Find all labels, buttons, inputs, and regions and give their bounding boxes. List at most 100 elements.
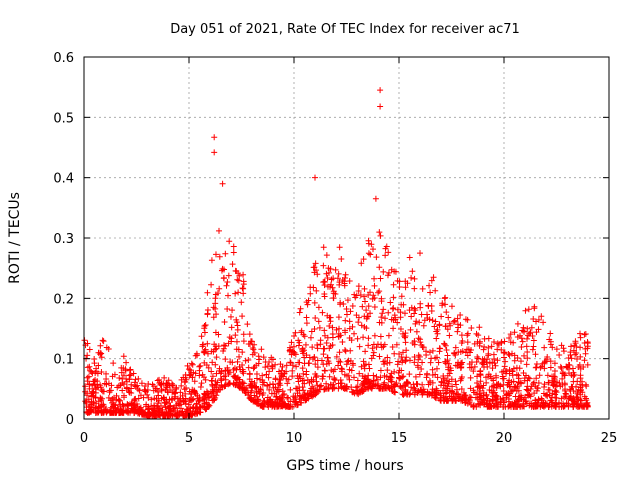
data-point bbox=[201, 390, 208, 397]
data-point bbox=[561, 394, 568, 401]
data-point bbox=[485, 344, 492, 351]
data-point bbox=[342, 271, 349, 278]
data-point bbox=[398, 353, 405, 360]
data-point bbox=[370, 372, 377, 379]
data-point bbox=[253, 388, 260, 395]
data-point bbox=[314, 382, 321, 389]
data-point bbox=[214, 290, 221, 297]
data-point bbox=[335, 362, 342, 369]
data-point bbox=[108, 382, 115, 389]
data-point bbox=[332, 266, 339, 273]
data-point bbox=[375, 289, 382, 296]
data-point bbox=[324, 275, 331, 282]
data-point bbox=[128, 390, 135, 397]
data-point bbox=[235, 289, 242, 296]
data-point bbox=[522, 307, 529, 314]
data-point bbox=[536, 372, 543, 379]
data-point bbox=[301, 333, 308, 340]
data-point bbox=[262, 364, 269, 371]
data-point bbox=[387, 299, 394, 306]
data-point bbox=[377, 103, 384, 110]
data-point bbox=[342, 348, 349, 355]
data-point bbox=[574, 356, 581, 363]
data-point bbox=[246, 394, 253, 401]
data-point bbox=[443, 309, 450, 316]
data-point bbox=[335, 270, 342, 277]
data-point bbox=[549, 373, 556, 380]
data-point bbox=[386, 359, 393, 366]
data-point bbox=[266, 368, 273, 375]
data-point bbox=[264, 382, 271, 389]
data-point bbox=[525, 387, 532, 394]
data-point bbox=[507, 331, 514, 338]
data-point bbox=[347, 347, 354, 354]
data-point bbox=[506, 335, 513, 342]
data-point bbox=[336, 349, 343, 356]
data-point bbox=[313, 372, 320, 379]
data-point bbox=[93, 400, 100, 407]
data-point bbox=[222, 382, 229, 389]
data-point bbox=[82, 383, 89, 390]
data-point bbox=[577, 353, 584, 360]
data-point bbox=[218, 375, 225, 382]
data-point bbox=[150, 387, 157, 394]
data-point bbox=[272, 396, 279, 403]
data-point bbox=[490, 351, 497, 358]
data-point bbox=[215, 343, 222, 350]
data-point bbox=[530, 343, 537, 350]
data-point bbox=[377, 367, 384, 374]
data-point bbox=[412, 373, 419, 380]
data-point bbox=[384, 354, 391, 361]
data-point bbox=[377, 333, 384, 340]
data-point bbox=[380, 306, 387, 313]
data-point bbox=[488, 343, 495, 350]
data-point bbox=[397, 309, 404, 316]
data-point bbox=[445, 360, 452, 367]
data-point bbox=[327, 265, 334, 272]
data-point bbox=[203, 362, 210, 369]
data-point bbox=[192, 352, 199, 359]
data-point bbox=[113, 409, 120, 416]
data-point bbox=[212, 300, 219, 307]
data-point bbox=[325, 358, 332, 365]
data-point bbox=[141, 386, 148, 393]
data-point bbox=[180, 412, 187, 419]
data-point bbox=[208, 377, 215, 384]
data-point bbox=[156, 376, 163, 383]
data-point bbox=[529, 346, 536, 353]
data-point bbox=[516, 365, 523, 372]
data-point bbox=[239, 349, 246, 356]
data-point bbox=[323, 252, 330, 259]
data-point bbox=[240, 271, 247, 278]
data-point bbox=[453, 381, 460, 388]
data-point bbox=[303, 368, 310, 375]
data-point bbox=[180, 374, 187, 381]
data-point bbox=[240, 380, 247, 387]
data-point bbox=[226, 334, 233, 341]
data-point bbox=[86, 408, 93, 415]
data-point bbox=[292, 393, 299, 400]
data-point bbox=[458, 339, 465, 346]
data-point bbox=[162, 404, 169, 411]
data-point bbox=[445, 314, 452, 321]
data-point bbox=[464, 316, 471, 323]
data-point bbox=[390, 388, 397, 395]
data-point bbox=[513, 387, 520, 394]
data-point bbox=[100, 338, 107, 345]
data-point bbox=[337, 299, 344, 306]
data-point bbox=[517, 332, 523, 339]
chart-title: Day 051 of 2021, Rate Of TEC Index for r… bbox=[170, 22, 520, 37]
data-point bbox=[382, 315, 389, 322]
data-point bbox=[382, 252, 389, 259]
data-point bbox=[84, 340, 91, 347]
data-point bbox=[468, 325, 475, 332]
data-point bbox=[148, 403, 155, 410]
data-point bbox=[366, 380, 373, 387]
data-point bbox=[188, 360, 195, 367]
data-point bbox=[312, 315, 319, 322]
data-point bbox=[380, 268, 387, 275]
data-point bbox=[228, 324, 235, 331]
data-point bbox=[377, 374, 384, 381]
data-point bbox=[541, 344, 548, 351]
data-point bbox=[575, 386, 582, 393]
